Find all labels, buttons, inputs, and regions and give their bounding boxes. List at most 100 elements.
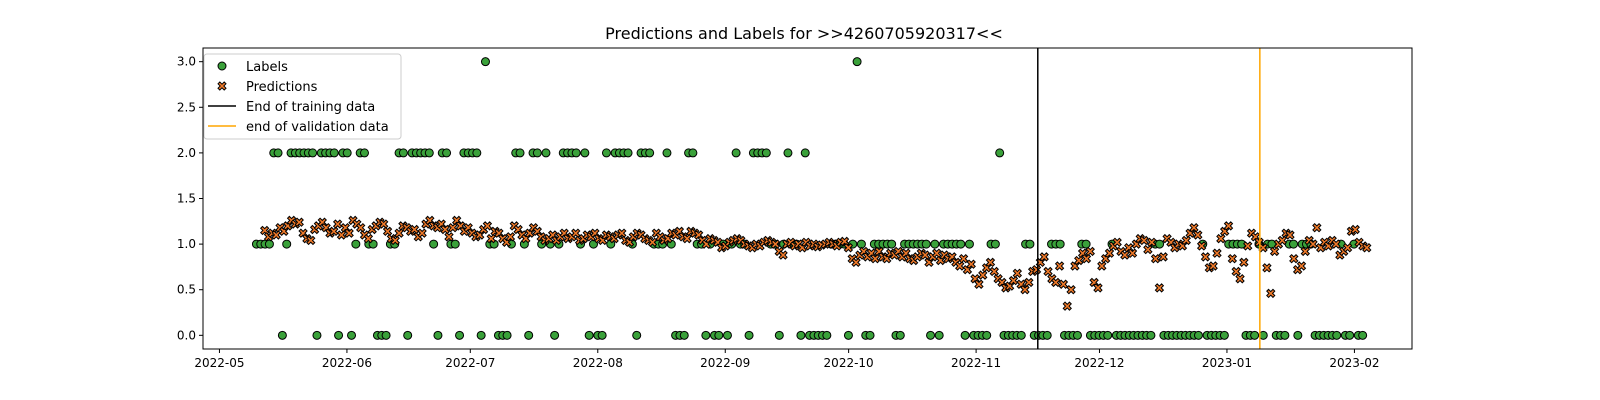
label-point	[722, 330, 732, 340]
prediction-point	[1231, 266, 1241, 277]
label-point	[688, 148, 698, 158]
axes: 2022-05 2022-06 2022-07 2022-08 2022-09 2022-…	[177, 47, 1413, 370]
label-point	[351, 239, 361, 249]
prediction-point	[1269, 246, 1280, 257]
legend-label: end of validation data	[246, 120, 389, 135]
x-tick-label: 2022-10	[824, 356, 874, 370]
legend-label: Predictions	[246, 80, 318, 95]
label-point	[550, 330, 560, 340]
label-point	[273, 148, 283, 158]
legend-labels-marker	[217, 61, 227, 71]
prediction-point	[306, 235, 316, 246]
prediction-point	[1216, 233, 1226, 244]
label-point	[800, 148, 810, 158]
prediction-point	[1350, 224, 1360, 235]
y-tick-label: 0.5	[177, 283, 196, 297]
label-point	[532, 148, 542, 158]
label-point	[347, 330, 357, 340]
plot-area	[251, 48, 1372, 349]
prediction-point	[843, 243, 854, 253]
prediction-point	[1277, 235, 1287, 246]
prediction-point	[1147, 237, 1157, 247]
label-point	[714, 330, 724, 340]
prediction-point	[1051, 277, 1061, 288]
label-point	[450, 239, 460, 249]
chart-title: Predictions and Labels for >>42607059203…	[605, 24, 1003, 43]
label-point	[960, 330, 970, 340]
prediction-point	[1296, 261, 1307, 271]
prediction-point	[332, 219, 343, 229]
prediction-point	[1074, 255, 1084, 266]
prediction-point	[1208, 261, 1218, 271]
label-point	[1345, 330, 1355, 340]
prediction-point	[1285, 230, 1295, 240]
label-point	[956, 239, 966, 249]
label-point	[934, 330, 944, 340]
legend-label: End of training data	[246, 100, 375, 115]
x-tick-label: 2023-02	[1329, 356, 1379, 370]
prediction-point	[1012, 268, 1023, 279]
prediction-point	[1266, 288, 1276, 299]
label-point	[895, 330, 905, 340]
prediction-point	[1362, 243, 1372, 253]
label-point	[822, 330, 832, 340]
prediction-point	[617, 228, 627, 238]
label-point	[632, 330, 642, 340]
x-tick-label: 2023-01	[1202, 356, 1252, 370]
label-point	[1358, 330, 1368, 340]
label-point	[476, 330, 486, 340]
label-point	[1055, 239, 1065, 249]
prediction-point	[1227, 253, 1238, 264]
prediction-point	[978, 270, 988, 280]
prediction-point	[571, 228, 581, 238]
label-point	[1193, 330, 1203, 340]
label-point	[1280, 330, 1290, 340]
prediction-point	[444, 232, 454, 242]
label-point	[455, 330, 465, 340]
label-point	[597, 330, 607, 340]
prediction-point	[482, 221, 493, 231]
label-point	[1081, 239, 1091, 249]
prediction-point	[647, 237, 658, 247]
prediction-point	[417, 228, 427, 238]
prediction-point	[1112, 237, 1122, 247]
y-tick-label: 0.0	[177, 328, 196, 342]
label-point	[921, 239, 931, 249]
prediction-point	[931, 248, 942, 258]
prediction-point	[355, 222, 366, 233]
prediction-point	[920, 250, 930, 260]
label-point	[584, 330, 594, 340]
prediction-point	[974, 279, 984, 289]
prediction-point	[1058, 279, 1069, 289]
prediction-point	[1020, 285, 1030, 295]
label-point	[264, 239, 274, 249]
label-point	[887, 239, 897, 249]
label-point	[429, 239, 439, 249]
label-point	[796, 330, 806, 340]
label-point	[623, 148, 633, 158]
label-point	[601, 148, 611, 158]
label-point	[783, 148, 793, 158]
prediction-point	[839, 236, 850, 247]
label-point	[342, 148, 352, 158]
label-point	[744, 330, 754, 340]
prediction-point	[440, 224, 450, 235]
prediction-point	[363, 233, 374, 244]
prediction-point	[1262, 263, 1272, 273]
label-point	[1042, 330, 1052, 340]
prediction-point	[294, 217, 304, 227]
prediction-point	[1062, 301, 1072, 311]
prediction-point	[1127, 248, 1138, 258]
legend-label: Labels	[246, 60, 288, 75]
label-point	[964, 239, 974, 249]
legend-box	[203, 53, 402, 140]
prediction-point	[1039, 252, 1049, 262]
prediction-point	[1097, 261, 1107, 271]
label-point	[403, 330, 413, 340]
label-point	[1155, 239, 1165, 249]
prediction-point	[985, 257, 996, 268]
prediction-point	[1139, 235, 1149, 246]
label-point	[515, 148, 525, 158]
label-point	[334, 330, 344, 340]
legend-predictions-marker	[217, 81, 227, 91]
